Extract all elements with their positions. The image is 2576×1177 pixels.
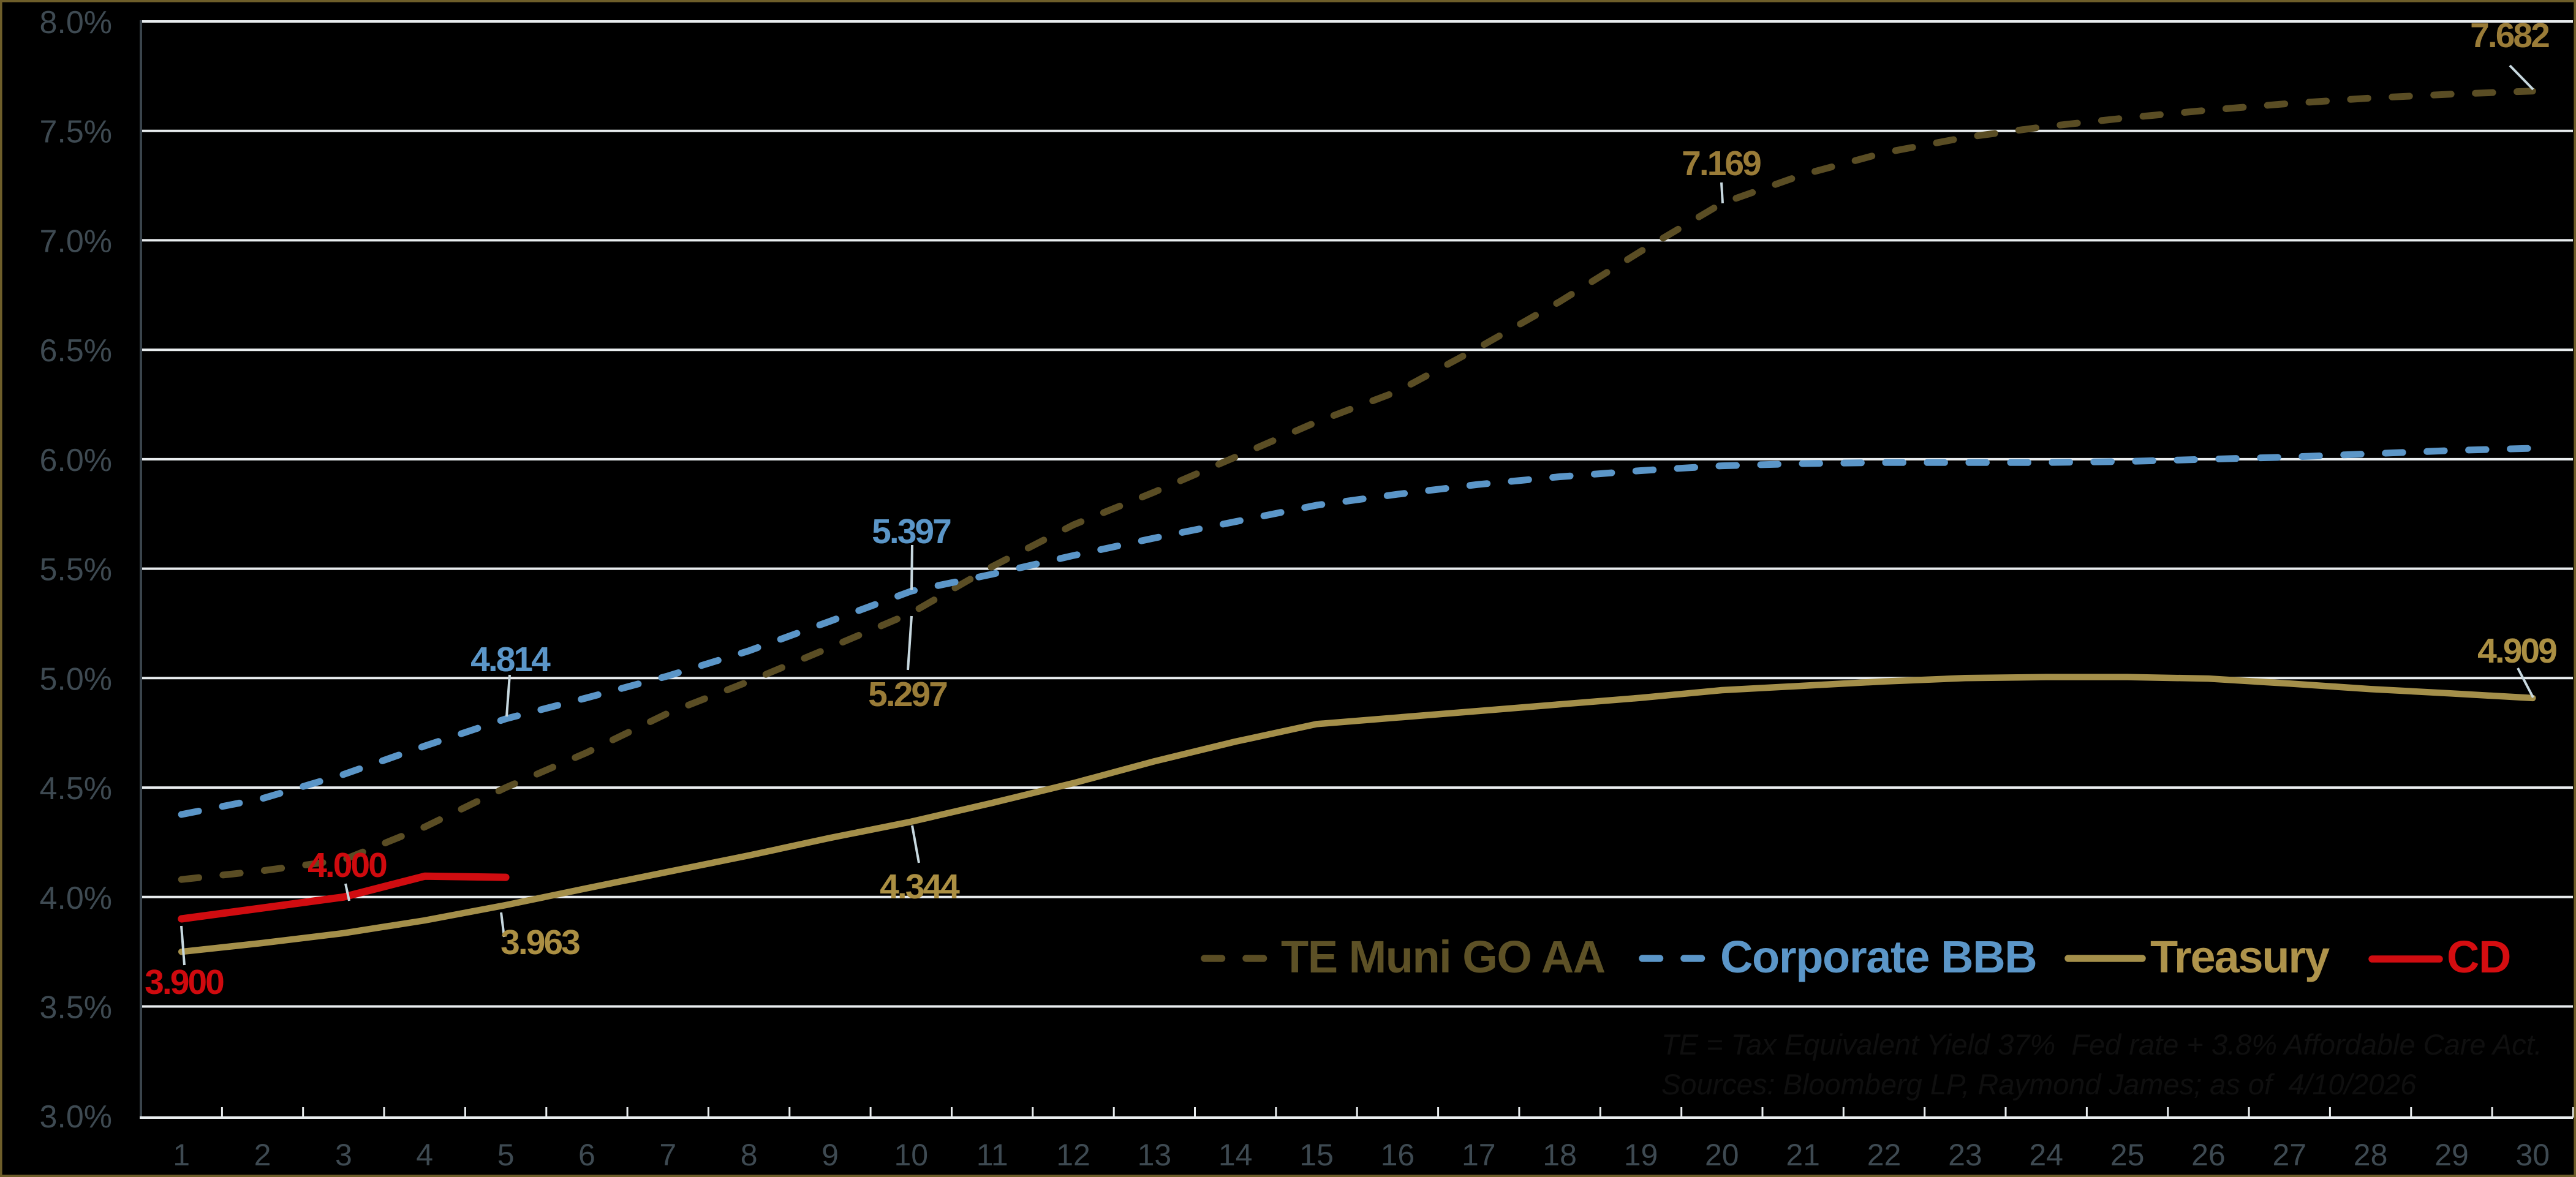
svg-text:3.5%: 3.5%	[39, 990, 112, 1026]
svg-text:4: 4	[416, 1138, 433, 1172]
svg-text:21: 21	[1786, 1138, 1820, 1172]
svg-text:5.397: 5.397	[872, 512, 951, 551]
svg-text:23: 23	[1948, 1138, 1982, 1172]
svg-text:15: 15	[1299, 1138, 1334, 1172]
svg-text:4.344: 4.344	[880, 867, 960, 906]
svg-text:Treasury: Treasury	[2150, 931, 2330, 982]
svg-text:26: 26	[2191, 1138, 2226, 1172]
svg-text:1: 1	[173, 1138, 190, 1172]
svg-text:14: 14	[1218, 1138, 1253, 1172]
svg-text:7.0%: 7.0%	[39, 224, 112, 259]
svg-text:25: 25	[2110, 1138, 2145, 1172]
svg-text:19: 19	[1624, 1138, 1658, 1172]
svg-text:9: 9	[822, 1138, 839, 1172]
svg-text:2: 2	[254, 1138, 271, 1172]
svg-text:3.0%: 3.0%	[39, 1099, 112, 1135]
svg-text:11: 11	[976, 1138, 1008, 1172]
svg-text:4.909: 4.909	[2477, 631, 2556, 671]
svg-text:3.963: 3.963	[500, 923, 580, 962]
svg-text:TE Muni GO AA: TE Muni GO AA	[1281, 931, 1605, 982]
svg-text:30: 30	[2515, 1138, 2550, 1172]
svg-text:7.169: 7.169	[1682, 144, 1761, 183]
svg-text:TE = Tax Equivalent Yield 37%: TE = Tax Equivalent Yield 37% Fed rate +…	[1661, 1028, 2542, 1061]
svg-text:Corporate BBB: Corporate BBB	[1720, 931, 2036, 982]
svg-text:3.900: 3.900	[145, 963, 224, 1002]
svg-text:27: 27	[2272, 1138, 2306, 1172]
svg-text:17: 17	[1462, 1138, 1496, 1172]
svg-text:28: 28	[2354, 1138, 2388, 1172]
svg-text:Sources: Bloomberg LP, Raymond: Sources: Bloomberg LP, Raymond James; as…	[1661, 1068, 2417, 1100]
svg-text:7: 7	[659, 1138, 676, 1172]
svg-text:24: 24	[2029, 1138, 2063, 1172]
svg-text:5: 5	[497, 1138, 515, 1172]
svg-text:5.297: 5.297	[868, 675, 947, 714]
svg-text:5.5%: 5.5%	[39, 552, 112, 588]
svg-text:12: 12	[1056, 1138, 1090, 1172]
svg-text:4.0%: 4.0%	[39, 881, 112, 916]
svg-text:18: 18	[1543, 1138, 1577, 1172]
svg-text:29: 29	[2434, 1138, 2469, 1172]
svg-text:4.814: 4.814	[470, 640, 551, 679]
svg-text:16: 16	[1381, 1138, 1415, 1172]
svg-text:CD: CD	[2447, 931, 2510, 982]
svg-text:8: 8	[741, 1138, 758, 1172]
svg-text:22: 22	[1867, 1138, 1902, 1172]
svg-text:10: 10	[894, 1138, 928, 1172]
svg-text:6.0%: 6.0%	[39, 443, 112, 478]
svg-text:7.682: 7.682	[2470, 16, 2549, 55]
svg-text:6.5%: 6.5%	[39, 333, 112, 369]
svg-text:13: 13	[1138, 1138, 1172, 1172]
svg-text:4.000: 4.000	[308, 846, 387, 885]
svg-text:7.5%: 7.5%	[39, 115, 112, 150]
svg-text:20: 20	[1705, 1138, 1739, 1172]
svg-text:6: 6	[578, 1138, 595, 1172]
svg-text:8.0%: 8.0%	[39, 5, 112, 40]
svg-text:3: 3	[335, 1138, 352, 1172]
svg-text:4.5%: 4.5%	[39, 771, 112, 807]
svg-text:5.0%: 5.0%	[39, 661, 112, 697]
